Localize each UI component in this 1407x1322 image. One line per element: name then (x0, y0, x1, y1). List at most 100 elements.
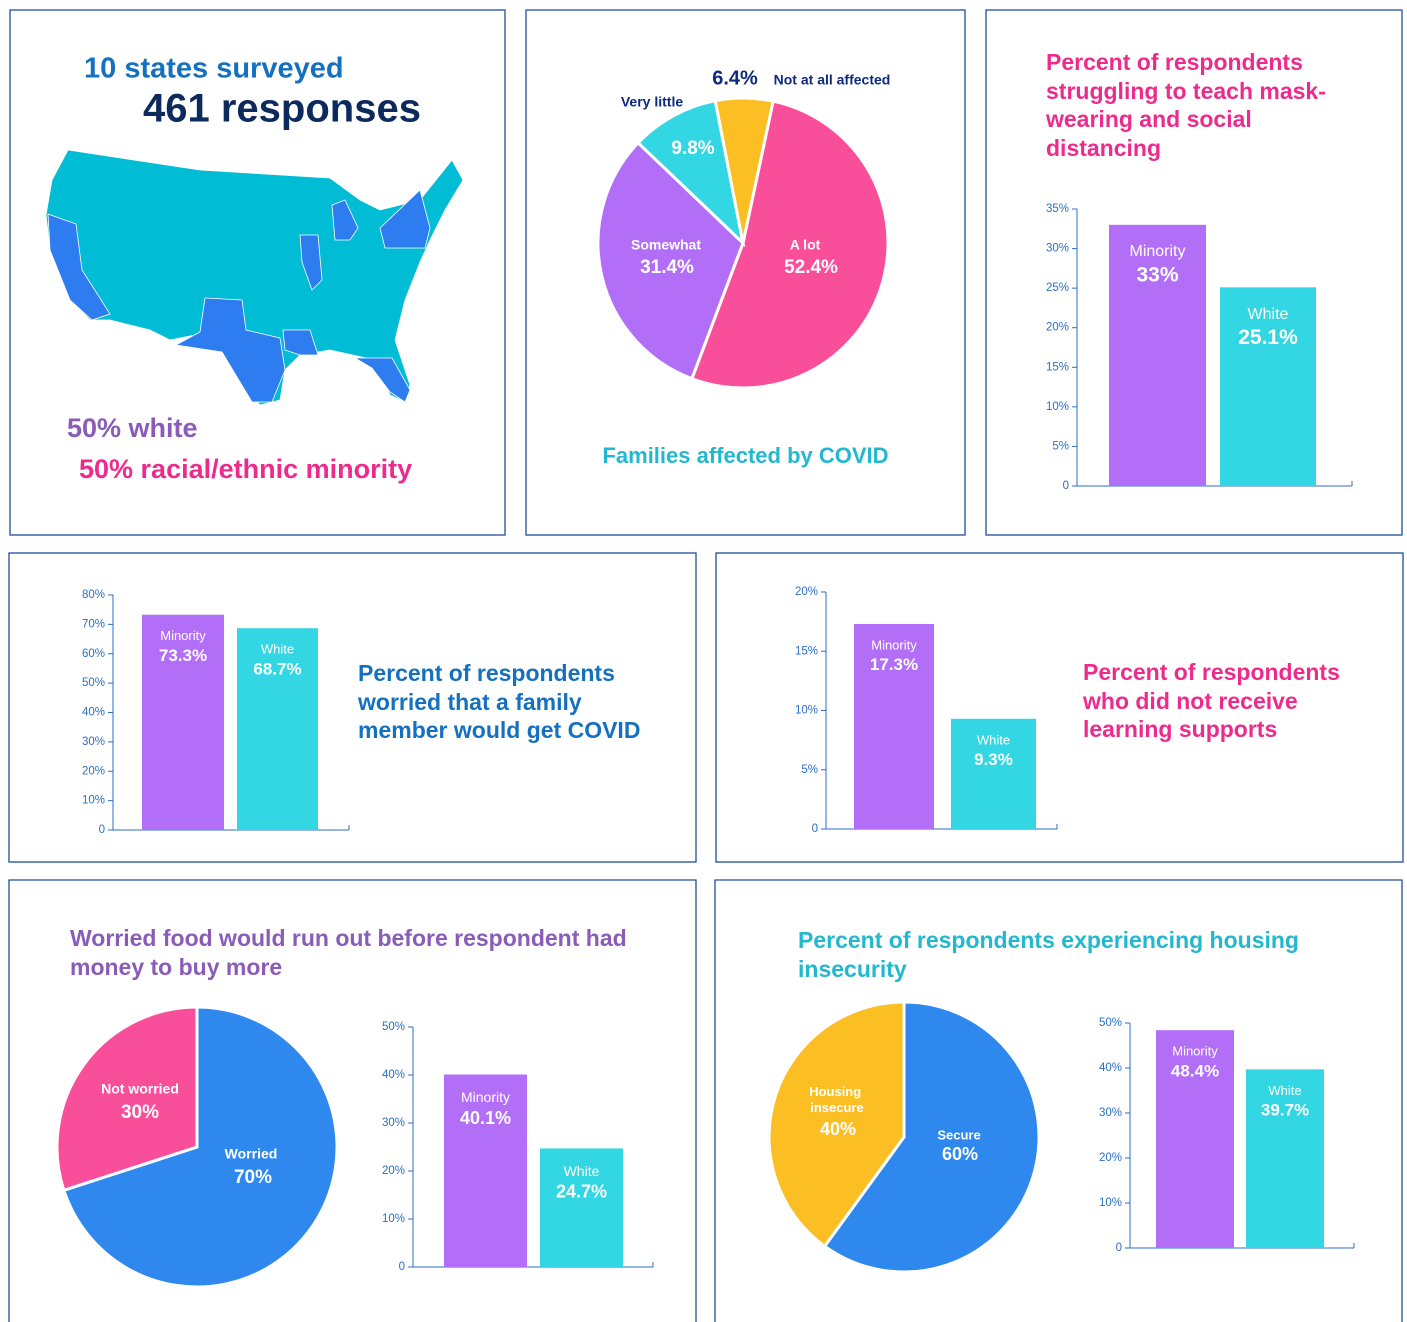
bar-name: Minority (160, 628, 206, 643)
bar-name: Minority (461, 1089, 510, 1105)
pie-slice (55, 1005, 199, 1193)
chart-title: Percent of respondents who did not recei… (1083, 659, 1340, 743)
slice-name: Housing insecure (809, 1085, 865, 1116)
y-tick-label: 10% (382, 1213, 405, 1225)
panel (525, 9, 966, 536)
slice-value: 9.8% (671, 138, 714, 159)
bar-name: Minority (871, 638, 917, 653)
y-tick-label: 70% (82, 618, 105, 630)
y-tick-label: 20% (1046, 322, 1069, 334)
minority-text: 50% racial/ethnic minority (79, 454, 412, 484)
bar-value: 17.3% (870, 655, 918, 674)
y-tick-label: 40% (1099, 1062, 1122, 1074)
y-tick-label: 5% (801, 764, 818, 776)
slice-name: Worried (225, 1146, 278, 1162)
bar-name: White (1248, 306, 1289, 323)
y-tick-label: 30% (1099, 1107, 1122, 1119)
slice-name: Somewhat (631, 237, 701, 253)
slice-value: 30% (121, 1102, 159, 1123)
bar (1220, 287, 1316, 486)
panel (715, 552, 1404, 863)
y-tick-label: 25% (1046, 282, 1069, 294)
pie-slice (689, 99, 890, 390)
chart-title: Families affected by COVID (602, 443, 889, 468)
bar-value: 39.7% (1261, 1100, 1309, 1119)
y-tick-label: 20% (82, 765, 105, 777)
slice-value: 40% (820, 1119, 856, 1139)
bar-value: 33% (1136, 264, 1178, 287)
panel (714, 879, 1403, 1322)
y-tick-label: 0 (399, 1261, 405, 1273)
panel (9, 9, 506, 536)
panel (8, 879, 697, 1322)
slice-value: 31.4% (640, 257, 694, 278)
pie-slice (767, 1000, 906, 1249)
bar-value: 48.4% (1171, 1061, 1219, 1080)
bar-name: White (1268, 1083, 1301, 1098)
chart-title: Worried food would run out before respon… (70, 925, 627, 980)
y-tick-label: 0 (99, 824, 105, 836)
chart-title: Percent of respondents experiencing hous… (798, 927, 1299, 982)
bar-name: White (977, 732, 1010, 747)
y-tick-label: 20% (1099, 1152, 1122, 1164)
y-tick-label: 80% (82, 589, 105, 601)
bar-value: 68.7% (253, 659, 301, 678)
panel (8, 552, 697, 863)
y-tick-label: 20% (795, 586, 818, 598)
bar-value: 25.1% (1238, 326, 1298, 349)
pie-slice (713, 96, 775, 244)
bar (854, 623, 934, 829)
y-tick-label: 0 (1063, 480, 1069, 492)
y-tick-label: 5% (1052, 440, 1069, 452)
slice-name: A lot (790, 237, 821, 253)
y-tick-label: 50% (82, 677, 105, 689)
y-tick-label: 30% (1046, 243, 1069, 255)
bar-name: White (261, 642, 294, 657)
y-tick-label: 10% (82, 795, 105, 807)
y-tick-label: 50% (1099, 1017, 1122, 1029)
bar (540, 1148, 623, 1267)
pie-slice (596, 140, 745, 381)
y-tick-label: 50% (382, 1021, 405, 1033)
bar-value: 9.3% (974, 750, 1013, 769)
bar-value: 24.7% (556, 1182, 607, 1202)
bar-value: 40.1% (460, 1108, 511, 1128)
pie-slice (636, 98, 746, 248)
bar-name: Minority (1172, 1044, 1218, 1059)
slice-value: 52.4% (784, 257, 838, 278)
slice-value: 6.4% (712, 67, 758, 89)
y-tick-label: 10% (1099, 1197, 1122, 1209)
bar (951, 718, 1036, 829)
pie-slice (61, 1005, 339, 1289)
slice-value: 70% (234, 1167, 272, 1188)
bar (444, 1074, 527, 1267)
bar (142, 614, 224, 830)
y-tick-label: 0 (812, 823, 818, 835)
y-tick-label: 35% (1046, 203, 1069, 215)
bar (1109, 224, 1206, 487)
responses-text: 461 responses (143, 87, 421, 131)
y-tick-label: 20% (382, 1165, 405, 1177)
bar-name: Minority (1129, 243, 1185, 260)
bar (1156, 1030, 1234, 1248)
panel (985, 9, 1403, 536)
chart-title: Percent of respondents worried that a fa… (358, 660, 641, 744)
pie-slice (822, 1000, 1041, 1274)
chart-title: Percent of respondents struggling to tea… (1046, 49, 1326, 161)
y-tick-label: 10% (795, 705, 818, 717)
slice-name: Not worried (101, 1081, 179, 1097)
bar (237, 628, 318, 830)
y-tick-label: 15% (795, 645, 818, 657)
us-map (45, 149, 464, 406)
y-tick-label: 15% (1046, 361, 1069, 373)
y-tick-label: 60% (82, 648, 105, 660)
white-text: 50% white (67, 413, 198, 443)
bar (1246, 1069, 1324, 1248)
y-tick-label: 0 (1116, 1242, 1122, 1254)
slice-name: Not at all affected (774, 72, 891, 88)
slice-value: 60% (942, 1144, 978, 1164)
slice-name: Very little (621, 94, 683, 110)
bar-name: White (564, 1163, 600, 1179)
